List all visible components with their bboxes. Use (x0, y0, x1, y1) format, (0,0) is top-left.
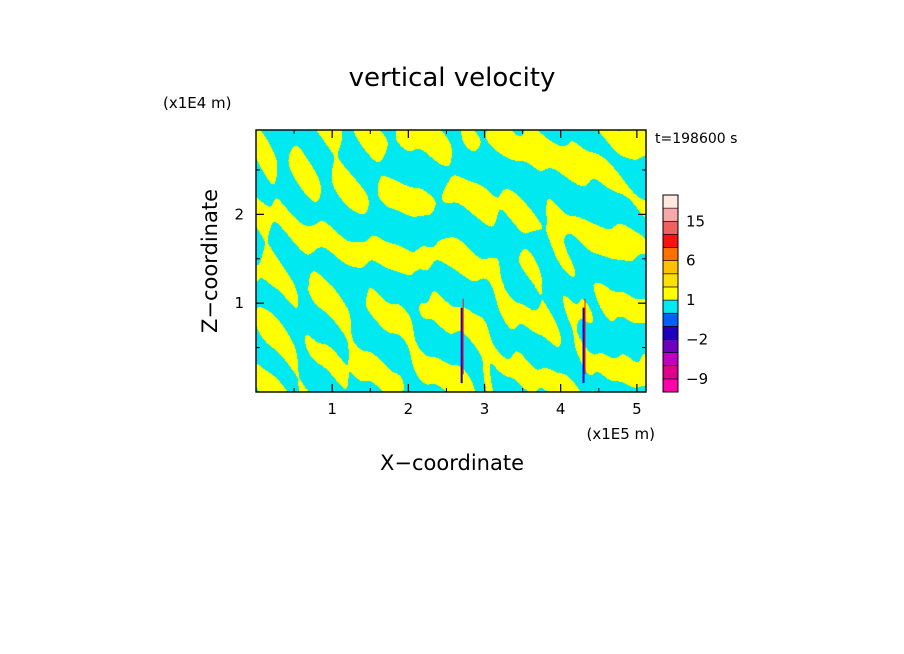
colorbar-tick-label: −9 (686, 370, 708, 388)
colorbar-segment (662, 378, 679, 393)
plot-frame (255, 129, 647, 393)
y-axis-ticks: 12 (234, 169, 646, 349)
colorbar-segment (662, 207, 679, 222)
colorbar-segment (662, 339, 679, 353)
x-tick-label: 4 (556, 400, 566, 418)
colorbar-segment (662, 286, 679, 301)
colorbar-segment (662, 312, 679, 327)
y-axis-label: Z−coordinate (198, 189, 222, 333)
x-unit-label: (x1E5 m) (586, 425, 655, 443)
x-tick-label: 5 (632, 400, 642, 418)
colorbar-segment (662, 194, 679, 209)
x-tick-label: 2 (404, 400, 414, 418)
colorbar-segment (662, 326, 679, 340)
colorbar-segment (662, 220, 679, 235)
contour-field (256, 130, 646, 392)
y-unit-label: (x1E4 m) (163, 94, 232, 112)
colorbar-tick-label: 6 (686, 252, 696, 270)
colorbar-frame (662, 194, 679, 393)
time-label: t=198600 s (655, 131, 737, 147)
colorbar-segment (662, 365, 679, 380)
colorbar-segment (662, 273, 679, 288)
colorbar-segment (662, 234, 679, 248)
x-axis-label: X−coordinate (380, 451, 524, 475)
chart-title: vertical velocity (349, 63, 556, 93)
x-tick-label: 1 (327, 400, 337, 418)
colorbar-tick-label: −2 (686, 330, 708, 348)
colorbar-segment (662, 299, 679, 314)
colorbar-segment (662, 352, 679, 367)
y-tick-label: 1 (234, 294, 244, 312)
y-tick-label: 2 (234, 205, 244, 223)
colorbar-tick-label: 1 (686, 291, 696, 309)
x-tick-label: 3 (480, 400, 490, 418)
colorbar: −9 −2 1 6 15 (662, 194, 708, 393)
x-axis-ticks: 1 2 3 4 5 (293, 130, 642, 418)
colorbar-segment (662, 260, 679, 275)
field-raster (256, 130, 646, 392)
colorbar-segment (662, 247, 679, 261)
colorbar-tick-label: 15 (686, 212, 705, 230)
